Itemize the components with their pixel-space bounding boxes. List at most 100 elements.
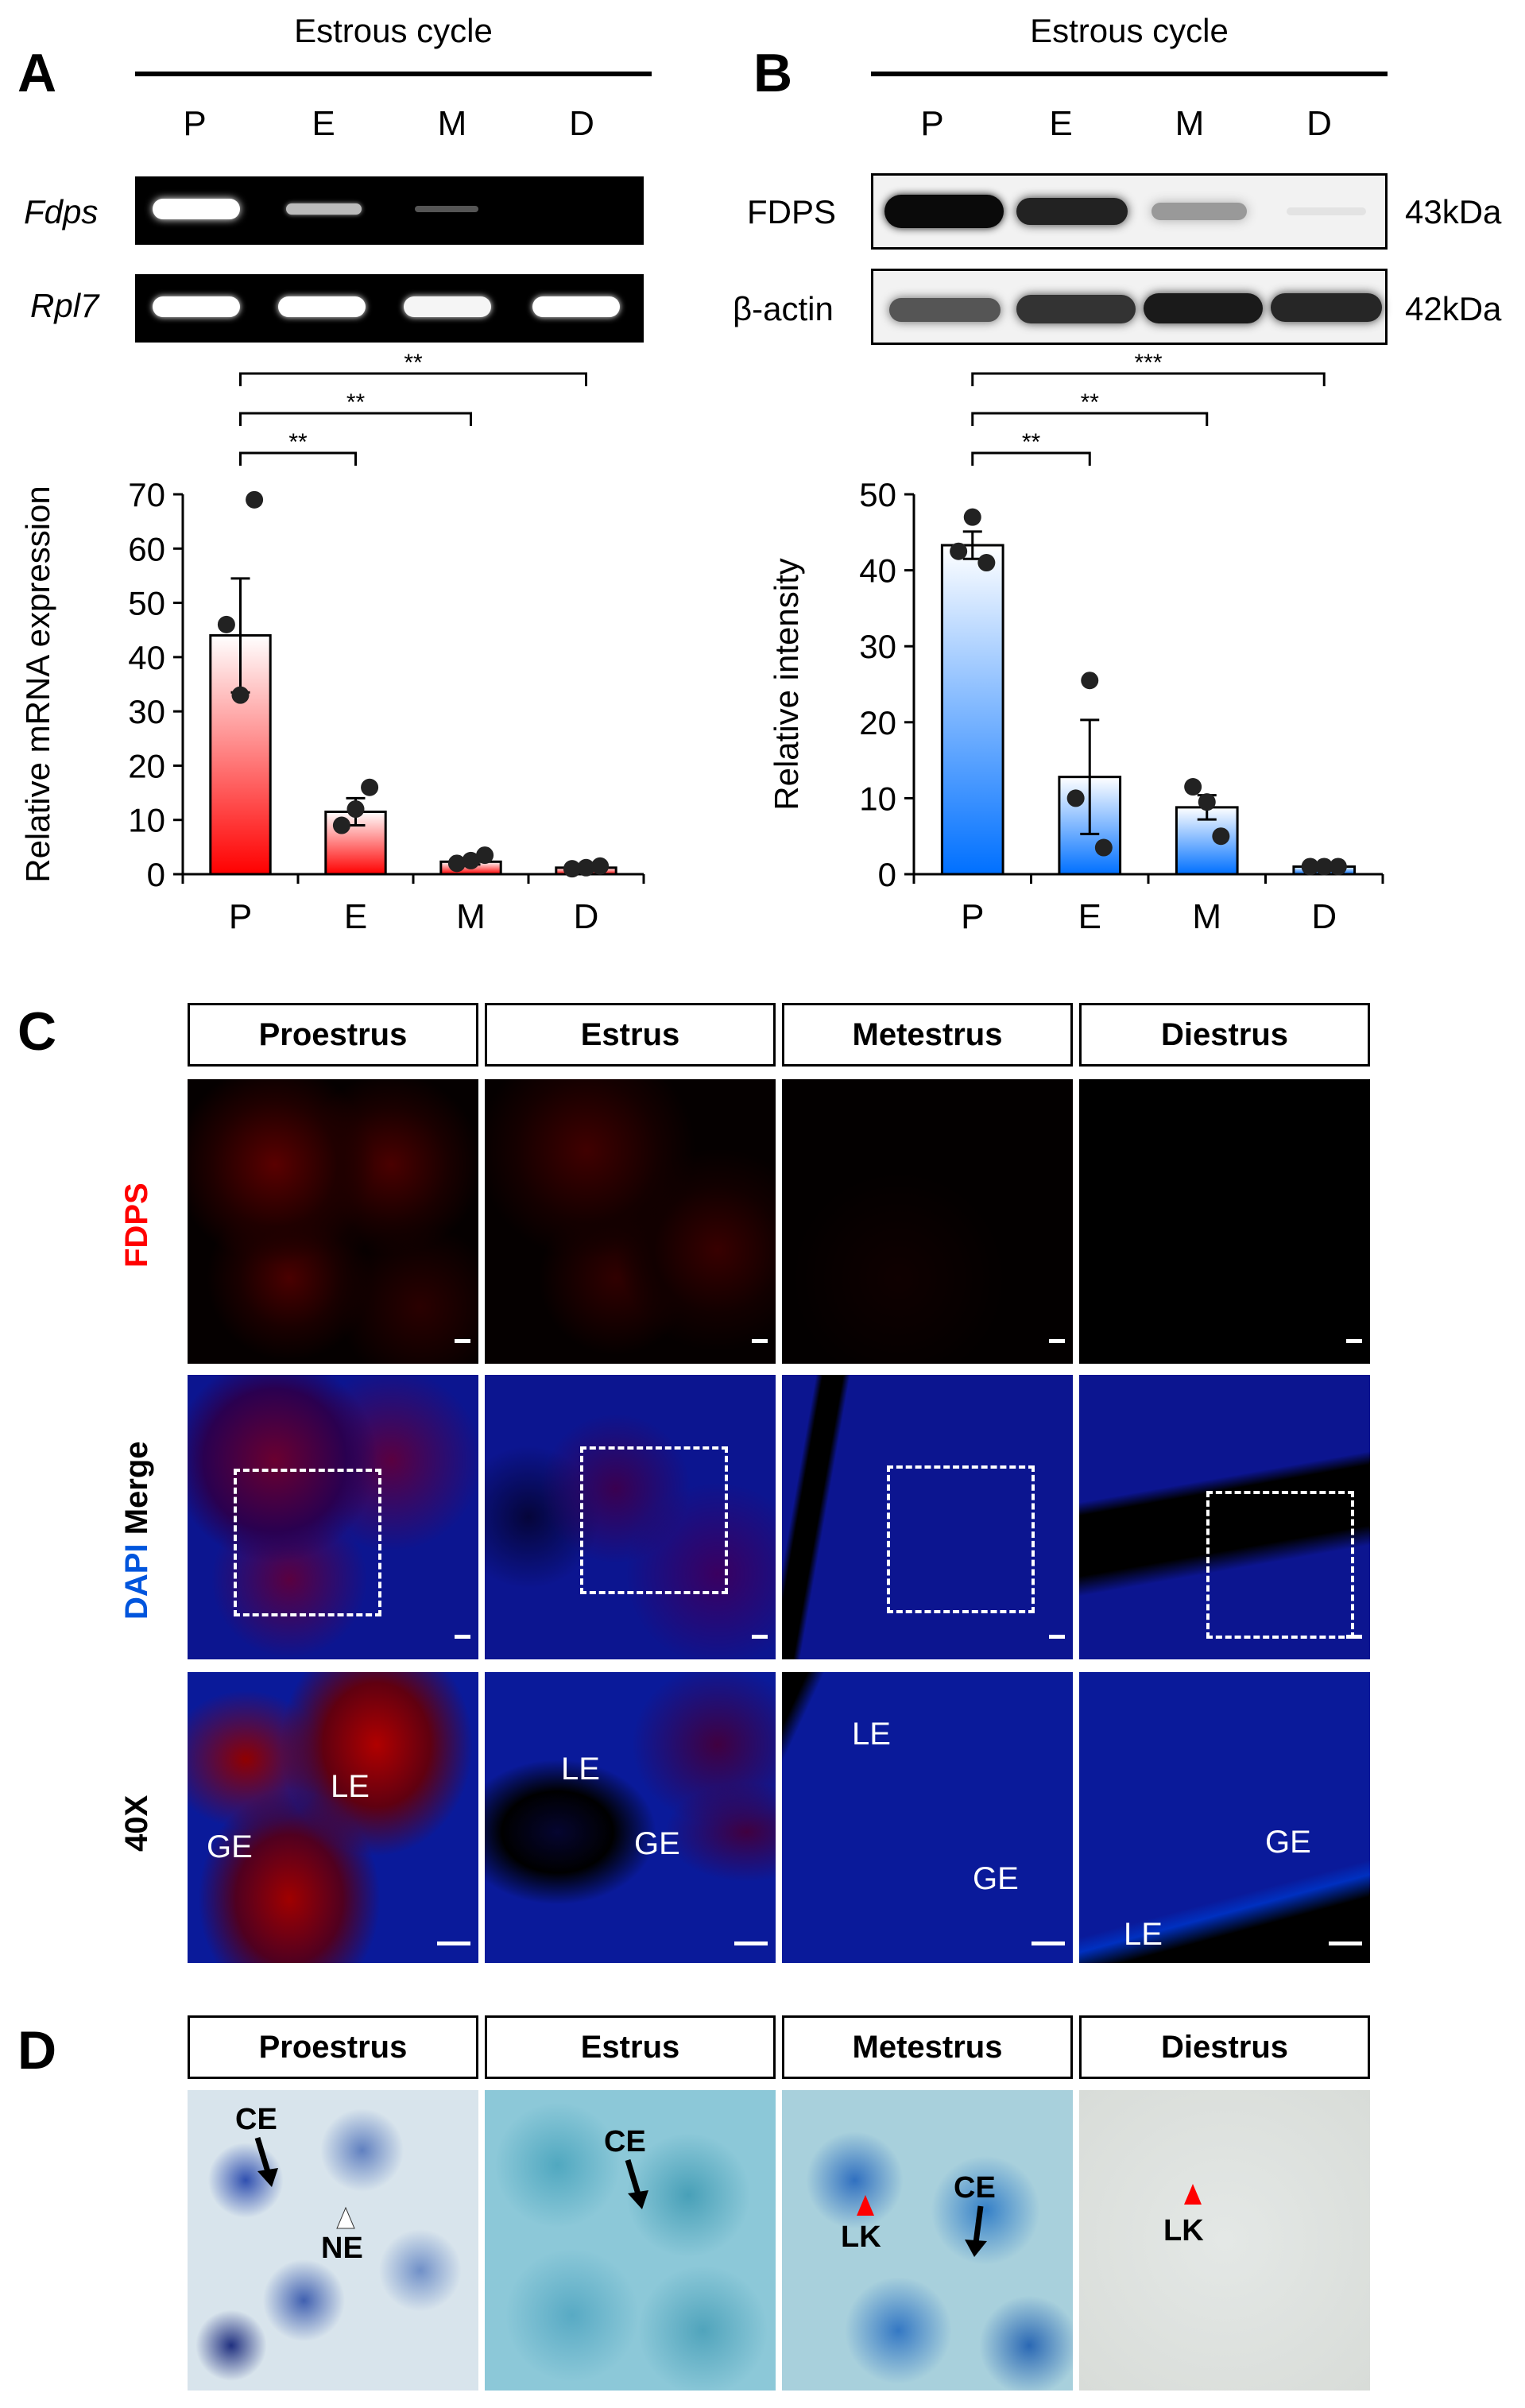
- y-tick-label: 30: [859, 628, 896, 665]
- c-40x-label-ge: GE: [973, 1861, 1019, 1896]
- data-point: [231, 686, 250, 704]
- d-smear-estrus: CE: [485, 2090, 776, 2391]
- data-point: [950, 542, 968, 560]
- y-tick-label: 30: [128, 693, 165, 730]
- d-header-estrus: Estrus: [485, 2015, 776, 2079]
- bar-P: [940, 544, 1004, 876]
- panel-b-lane-e: E: [1049, 104, 1073, 143]
- data-point: [591, 857, 610, 875]
- significance-bracket: [239, 372, 587, 386]
- y-tick-label: 20: [859, 704, 896, 741]
- c-40x-label-le: LE: [331, 1769, 370, 1804]
- panel-b-lane-m: M: [1175, 104, 1205, 143]
- c-merge-metestrus: [782, 1375, 1073, 1659]
- y-axis-label: Relative intensity: [768, 558, 805, 810]
- scale-bar: [1346, 1339, 1362, 1343]
- significance-label: **: [1081, 389, 1100, 416]
- c-fdps-diestrus: [1079, 1079, 1370, 1364]
- band-fdps-p: [153, 199, 240, 219]
- zoom-box: [580, 1446, 728, 1594]
- panel-label-b: B: [753, 43, 793, 103]
- triangle-marker-icon: [336, 2206, 355, 2229]
- band-rpl7-d: [532, 296, 620, 317]
- y-tick-label: 0: [878, 856, 896, 893]
- scale-bar: [437, 1941, 470, 1945]
- d-label-lk: LK: [1163, 2214, 1204, 2247]
- x-tick-label: D: [1311, 897, 1337, 936]
- d-smear-proestrus: CE NE: [188, 2090, 478, 2391]
- blot-band-fdps-d: [1287, 207, 1366, 215]
- band-rpl7-e: [278, 296, 366, 317]
- kda-label-actin: 42kDa: [1405, 290, 1502, 327]
- c-fdps-metestrus: [782, 1079, 1073, 1364]
- data-point: [462, 851, 480, 869]
- c-header-diestrus: Diestrus: [1079, 1003, 1370, 1067]
- c-40x-proestrus: LE GE: [188, 1672, 478, 1963]
- gene-label-fdps: Fdps: [24, 193, 99, 230]
- scale-bar: [455, 1339, 470, 1343]
- c-40x-estrus: LE GE: [485, 1672, 776, 1963]
- panel-label-d: D: [17, 2020, 57, 2081]
- band-fdps-e: [286, 203, 362, 215]
- x-tick-label: E: [1078, 897, 1101, 936]
- panel-b-lane-d: D: [1306, 104, 1332, 143]
- gel-fdps: [135, 176, 644, 245]
- data-point: [1315, 858, 1333, 876]
- c-40x-label-le: LE: [852, 1717, 891, 1752]
- y-tick-label: 0: [147, 856, 165, 893]
- data-point: [361, 778, 379, 796]
- data-point: [1301, 858, 1319, 876]
- y-tick-label: 50: [859, 476, 896, 513]
- c-40x-metestrus: LE GE: [782, 1672, 1073, 1963]
- zoom-box: [1206, 1491, 1354, 1639]
- panel-a-lane-e: E: [312, 104, 335, 143]
- d-label-lk: LK: [841, 2220, 881, 2254]
- c-header-estrus: Estrus: [485, 1003, 776, 1067]
- y-tick-label: 20: [128, 747, 165, 784]
- chart-a: 0 10 20 30 40 50 60 70 P E M D Relative mRNA express…: [19, 350, 645, 936]
- blot-band-actin-e: [1016, 295, 1136, 323]
- scale-bar: [1346, 1635, 1362, 1639]
- data-point: [977, 554, 996, 572]
- data-point: [1066, 789, 1085, 807]
- arrow-icon: [625, 2158, 648, 2209]
- x-tick-label: D: [574, 897, 599, 936]
- blot-actin: [871, 269, 1388, 345]
- d-label-ne: NE: [321, 2232, 363, 2265]
- panel-a-header-line: [135, 72, 652, 76]
- x-tick-label: M: [1192, 897, 1221, 936]
- c-merge-estrus: [485, 1375, 776, 1659]
- data-point: [476, 846, 494, 865]
- blot-band-actin-p: [889, 298, 1001, 322]
- blot-band-actin-d: [1271, 293, 1382, 322]
- y-tick-label: 10: [128, 802, 165, 839]
- y-tick-label: 60: [128, 530, 165, 567]
- scale-bar: [752, 1339, 768, 1343]
- band-rpl7-m: [404, 296, 491, 317]
- x-tick-label: P: [961, 897, 984, 936]
- c-40x-label-ge: GE: [207, 1829, 253, 1864]
- gel-rpl7: [135, 274, 644, 343]
- c-row-label-fdps: FDPS: [119, 1183, 154, 1268]
- y-tick-label: 40: [859, 552, 896, 590]
- panel-b-lane-p: P: [920, 104, 944, 143]
- panel-label-c: C: [17, 1001, 57, 1062]
- panel-b-header-line: [871, 72, 1388, 76]
- scale-bar: [1032, 1941, 1065, 1945]
- scale-bar: [1329, 1941, 1362, 1945]
- c-row-label-dapi: DAPI: [119, 1543, 154, 1620]
- significance-bracket: [971, 451, 1091, 466]
- scale-bar: [734, 1941, 768, 1945]
- panel-label-a: A: [17, 43, 57, 103]
- d-smear-metestrus: CE LK: [782, 2090, 1073, 2391]
- c-row-label-merge: DAPI Merge: [119, 1441, 155, 1620]
- c-row-label-merge-text: Merge: [119, 1441, 154, 1535]
- zoom-box: [234, 1469, 381, 1616]
- c-40x-label-le: LE: [561, 1752, 600, 1787]
- significance-label: **: [288, 429, 308, 455]
- data-point: [447, 854, 466, 873]
- band-fdps-m: [415, 206, 478, 212]
- protein-label-actin: β-actin: [733, 290, 834, 327]
- c-header-proestrus: Proestrus: [188, 1003, 478, 1067]
- x-tick-label: E: [344, 897, 367, 936]
